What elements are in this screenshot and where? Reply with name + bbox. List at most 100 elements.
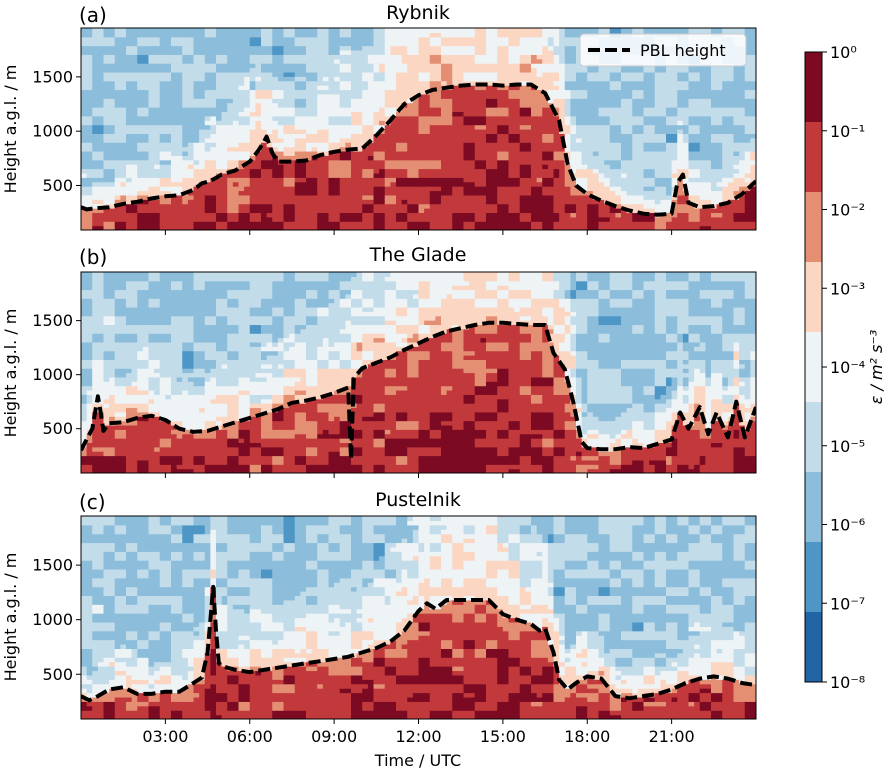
field-cell — [531, 54, 538, 60]
field-cell — [581, 28, 588, 33]
field-cell — [317, 142, 324, 148]
field-cell — [384, 115, 391, 121]
field-cell — [621, 150, 628, 156]
field-cell — [626, 155, 633, 161]
field-cell — [103, 58, 110, 64]
field-cell — [266, 93, 273, 99]
field-cell — [148, 208, 155, 214]
field-cell — [429, 155, 436, 161]
field-cell — [474, 194, 481, 200]
field-cell — [514, 190, 521, 196]
field-cell — [148, 142, 155, 148]
field-cell — [564, 146, 571, 152]
field-cell — [581, 216, 588, 222]
field-cell — [396, 85, 403, 91]
field-cell — [86, 36, 93, 42]
field-cell — [193, 212, 200, 218]
field-cell — [373, 186, 380, 192]
field-cell — [379, 41, 386, 47]
field-cell — [131, 203, 138, 209]
field-cell — [491, 133, 498, 139]
field-cell — [621, 181, 628, 187]
field-cell — [542, 146, 549, 152]
field-cell — [446, 194, 453, 200]
field-cell — [452, 164, 459, 170]
field-cell — [531, 36, 538, 42]
field-cell — [204, 36, 211, 42]
field-cell — [519, 58, 526, 64]
field-cell — [412, 159, 420, 165]
field-cell — [598, 67, 605, 73]
field-cell — [255, 63, 262, 69]
field-cell — [559, 45, 566, 51]
field-cell — [154, 41, 161, 47]
field-cell — [261, 146, 268, 152]
field-cell — [604, 85, 611, 91]
field-cell — [598, 177, 605, 183]
field-cell — [407, 177, 414, 183]
field-cell — [564, 54, 571, 60]
field-cell — [390, 159, 397, 165]
field-cell — [615, 181, 622, 187]
field-cell — [176, 142, 183, 148]
field-cell — [221, 150, 228, 156]
field-cell — [322, 221, 330, 227]
field-cell — [165, 150, 172, 156]
field-cell — [457, 49, 465, 55]
field-cell — [289, 102, 296, 108]
field-cell — [553, 28, 560, 33]
field-cell — [424, 216, 431, 222]
field-cell — [688, 164, 695, 170]
field-cell — [148, 129, 155, 134]
field-cell — [142, 221, 150, 227]
field-cell — [311, 225, 318, 230]
field-cell — [86, 89, 93, 95]
field-cell — [508, 177, 515, 183]
field-cell — [182, 186, 189, 192]
field-cell — [221, 208, 228, 214]
field-cell — [137, 142, 144, 148]
field-cell — [328, 71, 335, 77]
field-cell — [351, 186, 358, 192]
field-cell — [390, 146, 397, 152]
field-cell — [643, 111, 650, 117]
field-cell — [300, 216, 307, 222]
field-cell — [435, 41, 442, 47]
field-cell — [643, 177, 650, 183]
field-cell — [97, 93, 105, 99]
field-cell — [272, 208, 279, 214]
field-cell — [283, 28, 290, 33]
field-cell — [666, 150, 673, 156]
field-cell — [570, 115, 577, 121]
field-cell — [452, 142, 459, 148]
field-cell — [457, 181, 465, 187]
field-cell — [508, 129, 515, 134]
field-cell — [120, 190, 127, 196]
field-cell — [643, 146, 650, 152]
field-cell — [249, 67, 256, 73]
field-cell — [249, 49, 256, 55]
field-cell — [480, 85, 487, 91]
field-cell — [232, 142, 240, 148]
field-cell — [356, 164, 363, 170]
field-cell — [187, 93, 195, 99]
field-cell — [142, 102, 150, 108]
field-cell — [480, 71, 487, 77]
field-cell — [401, 49, 408, 55]
field-cell — [317, 115, 324, 121]
field-cell — [339, 76, 346, 82]
field-cell — [441, 129, 448, 134]
field-cell — [176, 203, 183, 209]
field-cell — [486, 203, 493, 209]
field-cell — [221, 212, 228, 218]
field-cell — [576, 190, 583, 196]
field-cell — [609, 129, 616, 134]
field-cell — [103, 107, 110, 113]
field-cell — [581, 80, 588, 86]
field-cell — [238, 80, 245, 86]
field-cell — [244, 63, 251, 69]
field-cell — [216, 58, 223, 64]
field-cell — [131, 208, 138, 214]
field-cell — [564, 216, 571, 222]
field-cell — [502, 45, 510, 51]
